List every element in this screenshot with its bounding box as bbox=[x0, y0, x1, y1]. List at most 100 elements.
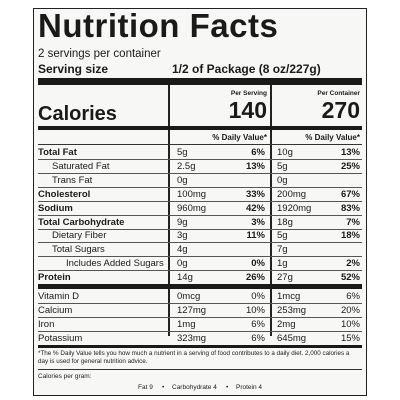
bullet: • bbox=[162, 384, 165, 391]
serving-size-value: 1/2 of Package (8 oz/227g) bbox=[172, 62, 321, 76]
nutrient-row: Dietary Fiber 3g 11% 5g 18% bbox=[38, 228, 362, 244]
name: Potassium bbox=[38, 332, 83, 344]
serving-dv: 42% bbox=[245, 202, 265, 214]
nutrition-label: Nutrition Facts 2 servings per container… bbox=[33, 7, 367, 396]
name: Total Carbohydrate bbox=[38, 216, 125, 228]
container-dv: 7% bbox=[346, 216, 360, 228]
container-amount: 5g bbox=[277, 160, 288, 172]
serving-amount: 14g bbox=[177, 272, 193, 284]
cpg-item: Protein 4 bbox=[236, 384, 263, 391]
serving-dv: 6% bbox=[251, 147, 265, 158]
calories-per-gram: Calories per gram: bbox=[38, 373, 92, 380]
name: Protein bbox=[38, 272, 71, 284]
serving-amount: 127mg bbox=[177, 304, 207, 316]
serving-dv: 33% bbox=[245, 188, 265, 200]
dv-header: % Daily Value* bbox=[305, 133, 360, 142]
nutrient-row: Calcium 127mg 10% 253mg 20% bbox=[38, 303, 362, 318]
calories-container: 270 bbox=[321, 97, 360, 123]
serving-dv: 3% bbox=[251, 216, 265, 228]
name: Dietary Fiber bbox=[52, 230, 107, 242]
column-divider bbox=[270, 85, 272, 336]
serving-dv: 26% bbox=[245, 272, 265, 284]
serving-amount: 5g bbox=[177, 147, 188, 158]
serving-amount: 0g bbox=[177, 258, 188, 270]
container-dv: 67% bbox=[340, 188, 360, 200]
container-dv: 13% bbox=[340, 147, 360, 158]
name: Saturated Fat bbox=[52, 160, 110, 172]
container-amount: 253mg bbox=[277, 304, 307, 316]
nutrient-row: Cholesterol 100mg 33% 200mg 67% bbox=[38, 187, 362, 202]
name: Calcium bbox=[38, 304, 73, 316]
nutrient-row: Vitamin D 0mcg 0% 1mcg 6% bbox=[38, 289, 362, 304]
serving-dv: 11% bbox=[246, 230, 266, 242]
nutrient-row: Includes Added Sugars 0g 0% 1g 2% bbox=[38, 256, 362, 272]
container-amount: 10g bbox=[277, 147, 293, 158]
serving-dv: 0% bbox=[251, 291, 265, 302]
name: Iron bbox=[38, 318, 55, 330]
container-dv: 20% bbox=[340, 304, 360, 316]
container-amount: 2mg bbox=[277, 318, 296, 330]
serving-amount: 1mg bbox=[177, 318, 196, 330]
container-amount: 5g bbox=[277, 230, 288, 242]
container-dv: 10% bbox=[340, 318, 360, 330]
serving-dv: 6% bbox=[251, 332, 265, 344]
divider bbox=[38, 345, 362, 348]
container-amount: 0g bbox=[277, 174, 288, 186]
nutrient-row: Trans Fat 0g 0g bbox=[38, 173, 362, 188]
title: Nutrition Facts bbox=[38, 7, 279, 44]
name: Includes Added Sugars bbox=[66, 258, 164, 270]
calories-label: Calories bbox=[38, 103, 117, 125]
serving-dv: 6% bbox=[251, 318, 265, 330]
serving-amount: 4g bbox=[177, 244, 188, 256]
serving-dv: 13% bbox=[245, 160, 265, 172]
container-dv: 6% bbox=[346, 291, 360, 302]
divider bbox=[38, 369, 362, 370]
cpg-item: Carbohydrate 4 bbox=[172, 384, 217, 391]
nutrient-row: Iron 1mg 6% 2mg 10% bbox=[38, 317, 362, 332]
calories-serving: 140 bbox=[228, 97, 267, 123]
container-amount: 1920mg bbox=[277, 202, 312, 214]
serving-amount: 9g bbox=[177, 216, 188, 228]
divider bbox=[38, 126, 362, 130]
name: Trans Fat bbox=[52, 174, 93, 186]
container-dv: 52% bbox=[340, 272, 360, 284]
servings: 2 servings per container bbox=[38, 48, 161, 60]
nutrient-row: Total Fat 5g 6% 10g 13% bbox=[38, 145, 362, 160]
serving-amount: 100mg bbox=[177, 188, 207, 200]
serving-amount: 323mg bbox=[177, 332, 207, 344]
container-amount: 200mg bbox=[277, 188, 307, 200]
divider bbox=[38, 144, 362, 145]
nutrient-row: Protein 14g 26% 27g 52% bbox=[38, 270, 362, 286]
container-amount: 1g bbox=[277, 258, 288, 270]
container-amount: 18g bbox=[277, 216, 293, 228]
container-dv: 15% bbox=[340, 332, 360, 344]
serving-dv: 0% bbox=[251, 258, 265, 270]
dv-header: % Daily Value* bbox=[212, 133, 267, 142]
serving-size-label: Serving size bbox=[38, 62, 109, 76]
container-amount: 7g bbox=[277, 244, 288, 256]
serving-amount: 3g bbox=[177, 230, 188, 242]
container-dv: 2% bbox=[346, 258, 360, 270]
container-amount: 645mg bbox=[277, 332, 307, 344]
serving-amount: 960mg bbox=[177, 202, 207, 214]
container-dv: 18% bbox=[340, 230, 360, 242]
column-header: Per Container bbox=[317, 90, 360, 97]
nutrient-row: Potassium 323mg 6% 645mg 15% bbox=[38, 331, 362, 345]
name: Vitamin D bbox=[38, 291, 80, 302]
serving-amount: 0mcg bbox=[177, 291, 201, 302]
serving-amount: 0g bbox=[177, 174, 188, 186]
name: Total Fat bbox=[38, 147, 77, 158]
nutrient-row: Sodium 960mg 42% 1920mg 83% bbox=[38, 201, 362, 216]
name: Cholesterol bbox=[38, 188, 91, 200]
nutrient-row: Total Sugars 4g 7g bbox=[38, 242, 362, 258]
name: Total Sugars bbox=[52, 244, 105, 256]
nutrient-row: Saturated Fat 2.5g 13% 5g 25% bbox=[38, 159, 362, 174]
container-dv: 25% bbox=[340, 160, 360, 172]
name: Sodium bbox=[38, 202, 73, 214]
container-dv: 83% bbox=[340, 202, 360, 214]
divider bbox=[38, 284, 362, 289]
container-amount: 1mcg bbox=[277, 291, 301, 302]
footnote: *The % Daily Value tells you how much a … bbox=[38, 350, 350, 365]
serving-dv: 10% bbox=[245, 304, 265, 316]
